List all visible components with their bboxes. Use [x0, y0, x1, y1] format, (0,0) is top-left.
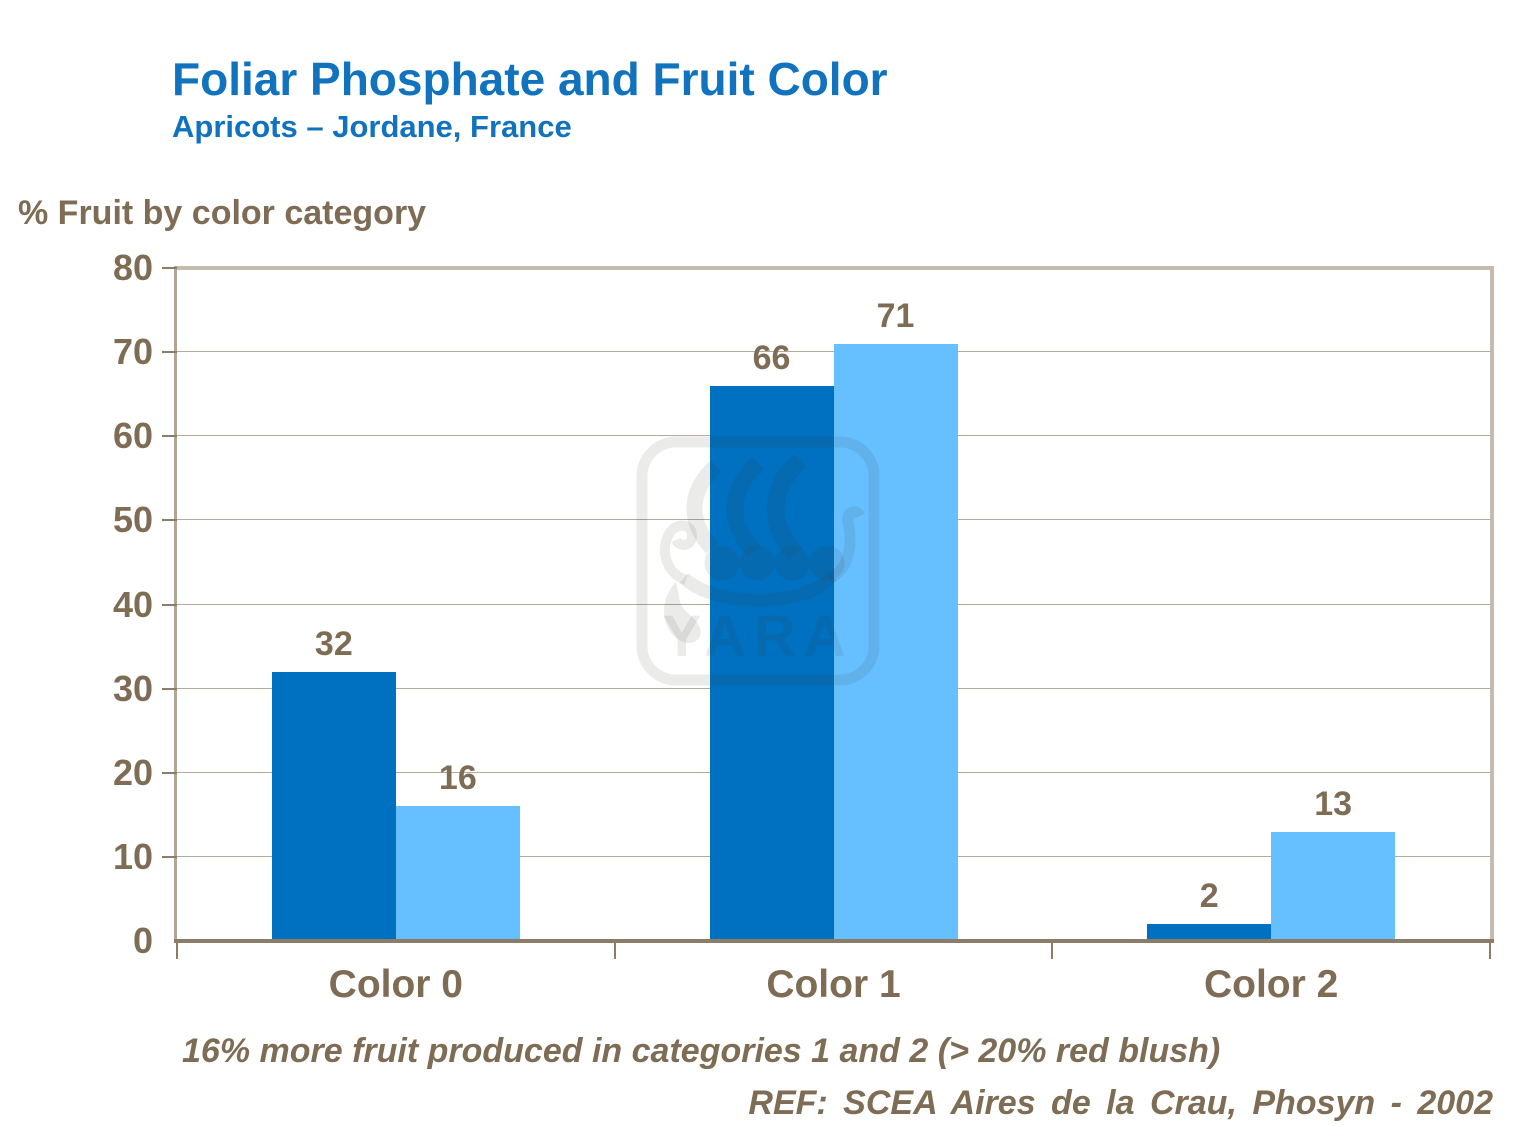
footnote: 16% more fruit produced in categories 1 … [182, 1032, 1221, 1070]
bar-series1-color-1 [709, 385, 834, 941]
y-tick-60 [162, 435, 177, 438]
x-tick-2 [1051, 941, 1054, 959]
y-tick-50 [162, 519, 177, 522]
category-label-0: Color 0 [328, 963, 464, 1006]
y-tick-70 [162, 351, 177, 354]
x-tick-3 [1489, 941, 1491, 959]
bar-value-label: 13 [1314, 784, 1353, 823]
bar-value-label: 16 [438, 759, 477, 798]
x-tick-0 [176, 941, 178, 959]
y-tick-label-20: 20 [112, 751, 153, 793]
y-tick-label-70: 70 [112, 331, 153, 373]
y-tick-30 [162, 687, 177, 690]
y-tick-10 [162, 855, 177, 858]
y-tick-label-60: 60 [112, 415, 153, 457]
bar-series1-color-2 [1147, 924, 1272, 941]
bar-series2-color-2 [1271, 831, 1396, 941]
y-tick-40 [162, 603, 177, 606]
plot-area: 0 10 20 30 40 50 60 70 80 Color 0 Color 1 Color 2 32… [113, 250, 1494, 1006]
category-label-2: Color 2 [1203, 963, 1339, 1006]
y-tick-label-30: 30 [112, 667, 153, 709]
y-axis-title: % Fruit by color category [18, 194, 427, 232]
y-tick-label-0: 0 [132, 920, 153, 961]
bar-value-label: 66 [752, 338, 791, 377]
reference: REF: SCEA Aires de la Crau, Phosyn - 200… [748, 1084, 1493, 1122]
bar-value-label: 2 [1199, 877, 1219, 916]
x-tick-1 [613, 941, 616, 959]
y-tick-label-50: 50 [112, 499, 153, 541]
y-tick-80 [162, 267, 177, 269]
page-title: Foliar Phosphate and Fruit Color [172, 53, 888, 105]
plot-frame-top [174, 266, 1494, 270]
category-label-1: Color 1 [766, 963, 901, 1006]
bar-series2-color-1 [833, 343, 958, 941]
page-subtitle: Apricots – Jordane, France [172, 109, 572, 144]
bar-series2-color-0 [395, 806, 520, 941]
bar-value-label: 32 [314, 624, 353, 663]
yara-logo-watermark-icon: YARA [636, 436, 880, 686]
plot-frame-right [1490, 266, 1494, 943]
y-tick-label-40: 40 [112, 583, 153, 625]
bar-series1-color-0 [271, 671, 396, 941]
watermark-text: YARA [662, 604, 853, 669]
y-tick-20 [162, 771, 177, 774]
y-tick-label-10: 10 [112, 835, 153, 877]
x-axis-line [174, 939, 1494, 943]
bar-value-label: 71 [876, 296, 915, 335]
y-tick-label-80: 80 [112, 247, 153, 288]
